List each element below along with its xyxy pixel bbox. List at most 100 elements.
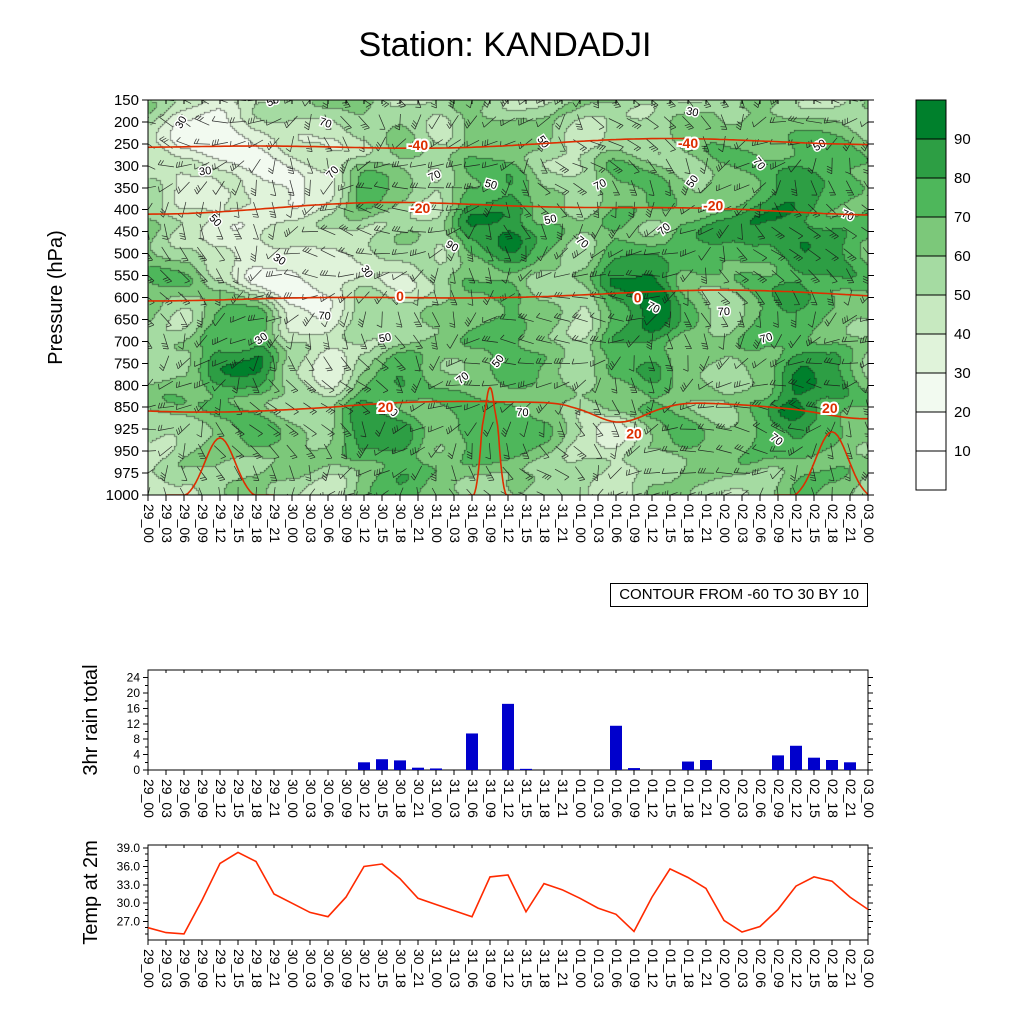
colorbar-cell xyxy=(915,177,947,218)
x-tick-label: 03_00 xyxy=(861,504,877,543)
x-tick-label: 31_12 xyxy=(501,949,517,988)
x-tick-label: 30_21 xyxy=(411,779,427,818)
x-tick-label: 31_09 xyxy=(483,504,499,543)
contour-line-label: 50 xyxy=(483,178,498,193)
temp-tick-label: 33.0 xyxy=(117,878,141,892)
rain-bar xyxy=(682,761,694,770)
red-temperature-contours: -40 -40 -20 -20 0 0 20 20 20 xyxy=(148,133,868,495)
x-tick-label: 02_18 xyxy=(825,779,841,818)
colorbar-cell xyxy=(915,333,947,374)
x-tick-label: 29_18 xyxy=(249,949,265,988)
temp-tick-label: 39.0 xyxy=(117,841,141,855)
x-tick-label: 02_12 xyxy=(789,779,805,818)
x-tick-label: 30_03 xyxy=(303,949,319,988)
x-tick-label: 30_06 xyxy=(321,779,337,818)
colorbar-cell xyxy=(915,372,947,413)
rain-tick-label: 24 xyxy=(127,671,141,685)
rain-bar xyxy=(808,757,820,770)
x-tick-label: 01_00 xyxy=(573,949,589,988)
x-tick-label: 02_06 xyxy=(753,779,769,818)
contour-line-label: 50 xyxy=(490,353,507,370)
x-tick-label: 01_12 xyxy=(645,779,661,818)
contour-note: CONTOUR FROM -60 TO 30 BY 10 xyxy=(610,583,868,607)
temp-tick-label: 36.0 xyxy=(117,859,141,873)
x-tick-label: 01_09 xyxy=(627,949,643,988)
x-tick-label: 29_21 xyxy=(267,949,283,988)
pressure-tick-label: 925 xyxy=(114,421,139,438)
contour-line-label: 50 xyxy=(378,331,392,345)
x-tick-label: 01_09 xyxy=(627,779,643,818)
x-tick-label: 01_12 xyxy=(645,949,661,988)
contour-line-label: 70 xyxy=(645,300,661,316)
pressure-tick-label: 400 xyxy=(114,202,139,219)
colorbar-tick-label: 50 xyxy=(954,287,971,304)
x-tick-label: 02_06 xyxy=(753,949,769,988)
red-contour-label: -20 xyxy=(703,197,723,213)
x-tick-label: 31_15 xyxy=(519,949,535,988)
pressure-tick-label: 250 xyxy=(114,136,139,153)
wind-barb-glyphs xyxy=(148,100,868,495)
x-tick-label: 02_00 xyxy=(717,949,733,988)
contour-line-label: 30 xyxy=(173,114,190,131)
x-tick-label: 01_03 xyxy=(591,779,607,818)
x-tick-label: 29_06 xyxy=(177,504,193,543)
x-tick-label: 31_18 xyxy=(537,779,553,818)
red-contour-closed-low xyxy=(166,437,274,495)
x-tick-label: 02_12 xyxy=(789,949,805,988)
x-tick-label: 01_00 xyxy=(573,504,589,543)
contour-line-label: 70 xyxy=(759,331,774,346)
x-tick-label: 29_18 xyxy=(249,504,265,543)
x-tick-label: 29_03 xyxy=(159,779,175,818)
pressure-tick-label: 800 xyxy=(114,377,139,394)
rain-bar xyxy=(700,760,712,770)
x-tick-label: 30_18 xyxy=(393,949,409,988)
x-tick-label: 02_18 xyxy=(825,504,841,543)
x-tick-label: 30_12 xyxy=(357,504,373,543)
x-tick-label: 29_06 xyxy=(177,779,193,818)
colorbar-cell xyxy=(915,294,947,335)
x-tick-label: 01_21 xyxy=(699,504,715,543)
x-tick-label: 01_15 xyxy=(663,779,679,818)
rain-tick-label: 12 xyxy=(127,717,141,731)
contour-line-label: 70 xyxy=(840,208,856,224)
x-tick-label: 31_12 xyxy=(501,504,517,543)
x-tick-label: 31_06 xyxy=(465,504,481,543)
x-tick-label: 01_09 xyxy=(627,504,643,543)
red-contour-label: 20 xyxy=(378,399,394,415)
x-tick-label: 31_21 xyxy=(555,504,571,543)
wind-barbs xyxy=(148,100,868,495)
contour-line-label: 70 xyxy=(573,234,590,251)
x-tick-label: 02_15 xyxy=(807,504,823,543)
pressure-tick-label: 950 xyxy=(114,443,139,460)
rain-tick-label: 20 xyxy=(127,686,141,700)
x-tick-label: 30_15 xyxy=(375,504,391,543)
contour-line-label: 50 xyxy=(684,173,701,190)
red-contour-line xyxy=(148,289,868,302)
colorbar-tick-label: 20 xyxy=(954,404,971,421)
temp-line xyxy=(147,851,869,935)
x-tick-label: 29_21 xyxy=(267,504,283,543)
x-tick-label: 31_12 xyxy=(501,779,517,818)
colorbar-cell xyxy=(915,138,947,179)
rain-bar xyxy=(466,733,478,770)
contour-line-label: 70 xyxy=(454,370,471,387)
pressure-tick-label: 500 xyxy=(114,246,139,263)
red-contour-line xyxy=(148,400,868,423)
x-tick-label: 31_00 xyxy=(429,504,445,543)
rain-bar xyxy=(772,755,784,770)
x-tick-label: 31_03 xyxy=(447,779,463,818)
x-tick-label: 02_21 xyxy=(843,779,859,818)
x-tick-label: 02_18 xyxy=(825,949,841,988)
x-tick-label: 30_09 xyxy=(339,504,355,543)
x-tick-label: 01_15 xyxy=(663,504,679,543)
contour-line-label: 30 xyxy=(198,165,212,178)
temp-panel: 27.0 30.0 33.0 36.0 39.0 29_00 29_03 29_06 29_09… xyxy=(80,840,877,988)
red-contour-label: 0 xyxy=(634,290,642,306)
contour-line-label: 70 xyxy=(318,116,333,131)
x-tick-label: 29_12 xyxy=(213,779,229,818)
x-tick-label: 01_21 xyxy=(699,949,715,988)
x-tick-label: 02_09 xyxy=(771,504,787,543)
red-contour-label: 20 xyxy=(626,426,642,442)
contour-line-label: 50 xyxy=(265,94,281,110)
